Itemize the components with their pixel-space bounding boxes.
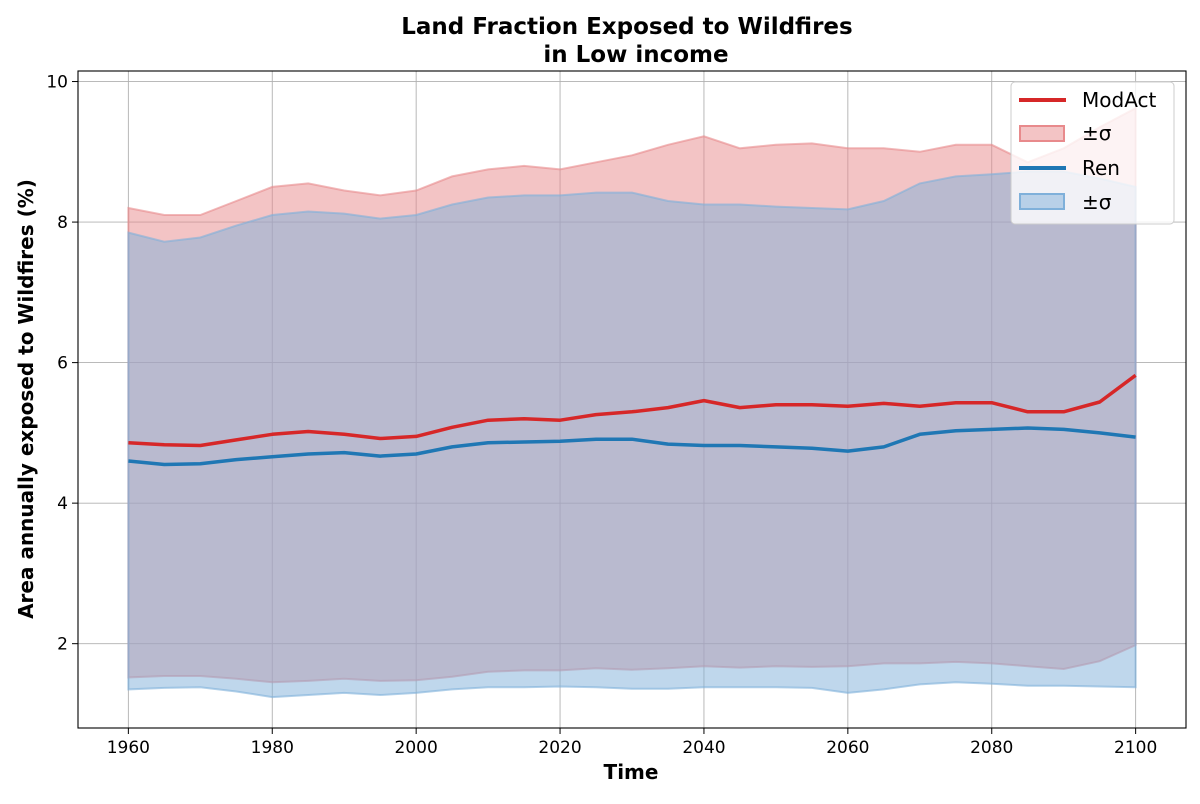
legend-band-ren [1019,193,1065,210]
modact-mean-line [128,373,1137,448]
legend-label-modact-sigma: ±σ [1082,121,1112,145]
tick-layer: 1960 1980 2000 2020 2040 2060 2080 2100 2 4 6 8 10 [46,73,1157,758]
legend: ModAct ±σ Ren ±σ [1010,81,1175,225]
chart-title: Land Fraction Exposed to Wildfires [401,14,852,40]
axes-frame [77,70,1187,729]
x-tick-label: 2020 [538,738,581,758]
band-layer [127,106,1137,699]
legend-label-ren: Ren [1082,156,1120,180]
x-tick-label: 2000 [395,738,438,758]
y-tick-label: 6 [57,354,68,374]
x-tick-label: 1960 [107,738,150,758]
legend-label-ren-sigma: ±σ [1082,190,1112,214]
legend-label-modact: ModAct [1082,88,1157,112]
ren-sigma-band [127,170,1137,699]
y-tick-label: 8 [57,213,68,233]
x-tick-label: 1980 [251,738,294,758]
x-tick-label: 2100 [1114,738,1157,758]
y-axis-label: Area annually exposed to Wildfires (%) [14,179,38,619]
x-tick-label: 2080 [970,738,1013,758]
x-tick-label: 2060 [826,738,869,758]
ren-mean-line [128,426,1136,467]
y-tick-label: 10 [46,73,68,93]
chart-subtitle: in Low income [543,42,728,68]
legend-band-modact [1019,125,1065,142]
line-layer [128,373,1137,467]
legend-frame [1010,81,1175,225]
y-tick-label: 2 [57,635,68,655]
y-tick-label: 4 [57,494,68,514]
x-axis-label: Time [604,760,659,784]
x-tick-label: 2040 [682,738,725,758]
